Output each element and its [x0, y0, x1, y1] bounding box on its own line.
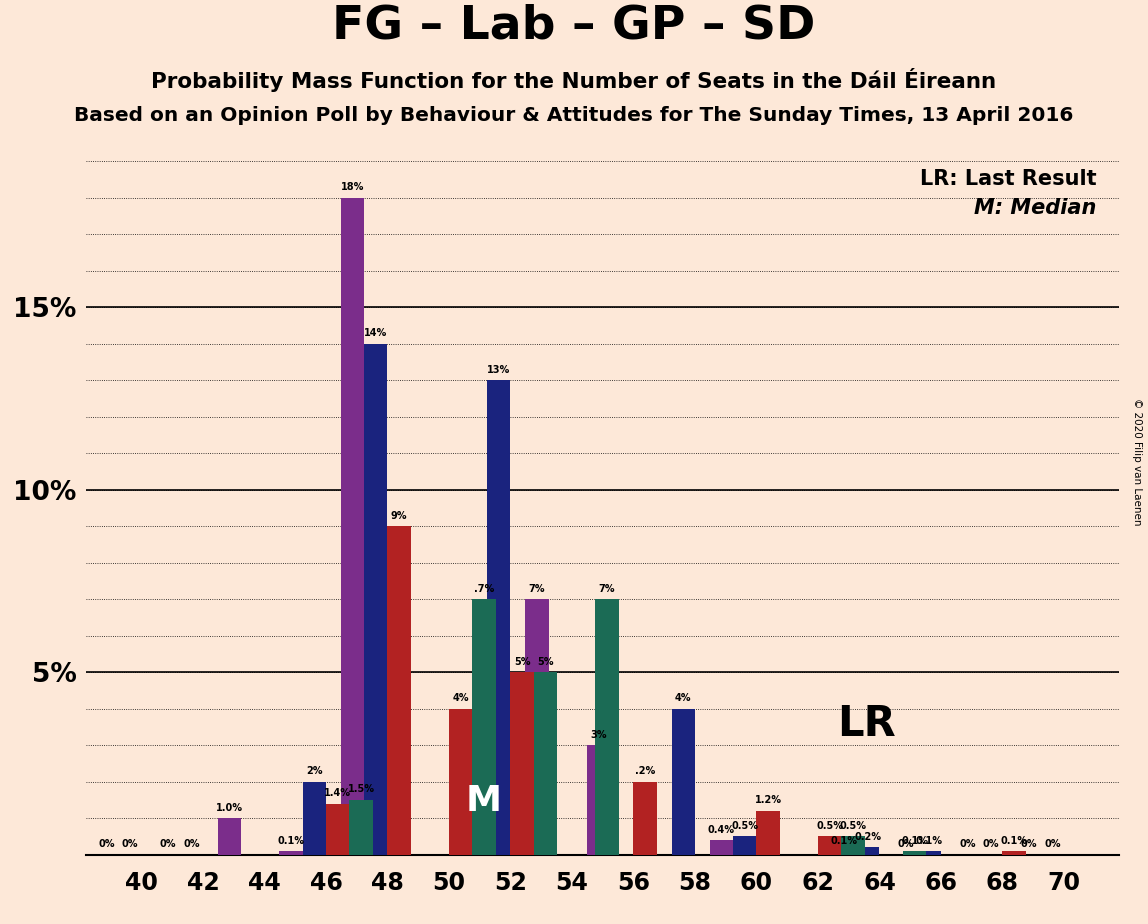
Text: LR: LR: [837, 703, 895, 746]
Text: 18%: 18%: [341, 182, 364, 192]
Text: .2%: .2%: [635, 766, 656, 776]
Text: 0%: 0%: [98, 839, 115, 849]
Text: 1.0%: 1.0%: [216, 803, 243, 813]
Text: 1.2%: 1.2%: [754, 796, 782, 806]
Text: 5%: 5%: [537, 657, 553, 667]
Text: 1.5%: 1.5%: [348, 784, 374, 795]
Text: 7%: 7%: [528, 584, 545, 594]
Text: 13%: 13%: [487, 365, 511, 375]
Text: Probability Mass Function for the Number of Seats in the Dáil Éireann: Probability Mass Function for the Number…: [152, 67, 996, 91]
Bar: [526, 600, 549, 855]
Text: 4%: 4%: [675, 693, 691, 703]
Text: 0.5%: 0.5%: [816, 821, 843, 831]
Text: 0.1%: 0.1%: [1001, 835, 1027, 845]
Text: © 2020 Filip van Laenen: © 2020 Filip van Laenen: [1132, 398, 1141, 526]
Bar: [364, 344, 387, 855]
Text: 0.5%: 0.5%: [731, 821, 759, 831]
Text: 4%: 4%: [452, 693, 468, 703]
Text: 3%: 3%: [590, 730, 606, 740]
Text: FG – Lab – GP – SD: FG – Lab – GP – SD: [332, 4, 816, 49]
Bar: [902, 851, 926, 855]
Bar: [349, 800, 373, 855]
Text: 0%: 0%: [898, 839, 914, 849]
Bar: [303, 782, 326, 855]
Bar: [672, 709, 695, 855]
Bar: [534, 673, 557, 855]
Text: 0.2%: 0.2%: [854, 832, 882, 842]
Bar: [326, 804, 349, 855]
Bar: [734, 836, 757, 855]
Bar: [472, 600, 496, 855]
Text: 14%: 14%: [364, 328, 387, 338]
Text: 0.5%: 0.5%: [839, 821, 867, 831]
Text: 2%: 2%: [307, 766, 323, 776]
Bar: [1002, 851, 1026, 855]
Bar: [218, 819, 241, 855]
Text: 0.1%: 0.1%: [901, 835, 928, 845]
Text: M: M: [466, 784, 502, 819]
Bar: [917, 851, 941, 855]
Text: 9%: 9%: [390, 511, 408, 521]
Text: 7%: 7%: [599, 584, 615, 594]
Bar: [709, 840, 734, 855]
Bar: [387, 527, 411, 855]
Bar: [841, 836, 864, 855]
Text: 1.4%: 1.4%: [324, 788, 351, 798]
Text: .7%: .7%: [474, 584, 494, 594]
Text: 0%: 0%: [160, 839, 176, 849]
Text: 5%: 5%: [514, 657, 530, 667]
Bar: [856, 847, 879, 855]
Text: M: Median: M: Median: [974, 199, 1096, 218]
Text: 0%: 0%: [983, 839, 999, 849]
Text: 0%: 0%: [122, 839, 138, 849]
Bar: [341, 198, 364, 855]
Bar: [596, 600, 619, 855]
Text: 0.4%: 0.4%: [708, 824, 735, 834]
Text: LR: Last Result: LR: Last Result: [920, 169, 1096, 188]
Text: 0.1%: 0.1%: [831, 835, 858, 845]
Bar: [587, 746, 610, 855]
Text: 0%: 0%: [1021, 839, 1037, 849]
Text: 0%: 0%: [183, 839, 200, 849]
Bar: [817, 836, 841, 855]
Bar: [757, 811, 779, 855]
Bar: [634, 782, 657, 855]
Text: Based on an Opinion Poll by Behaviour & Attitudes for The Sunday Times, 13 April: Based on an Opinion Poll by Behaviour & …: [75, 106, 1073, 125]
Text: 0%: 0%: [959, 839, 976, 849]
Bar: [511, 673, 534, 855]
Text: 0.1%: 0.1%: [916, 835, 943, 845]
Bar: [487, 381, 511, 855]
Bar: [832, 851, 856, 855]
Bar: [279, 851, 303, 855]
Text: 0.1%: 0.1%: [278, 835, 304, 845]
Bar: [449, 709, 472, 855]
Text: 0%: 0%: [1044, 839, 1061, 849]
